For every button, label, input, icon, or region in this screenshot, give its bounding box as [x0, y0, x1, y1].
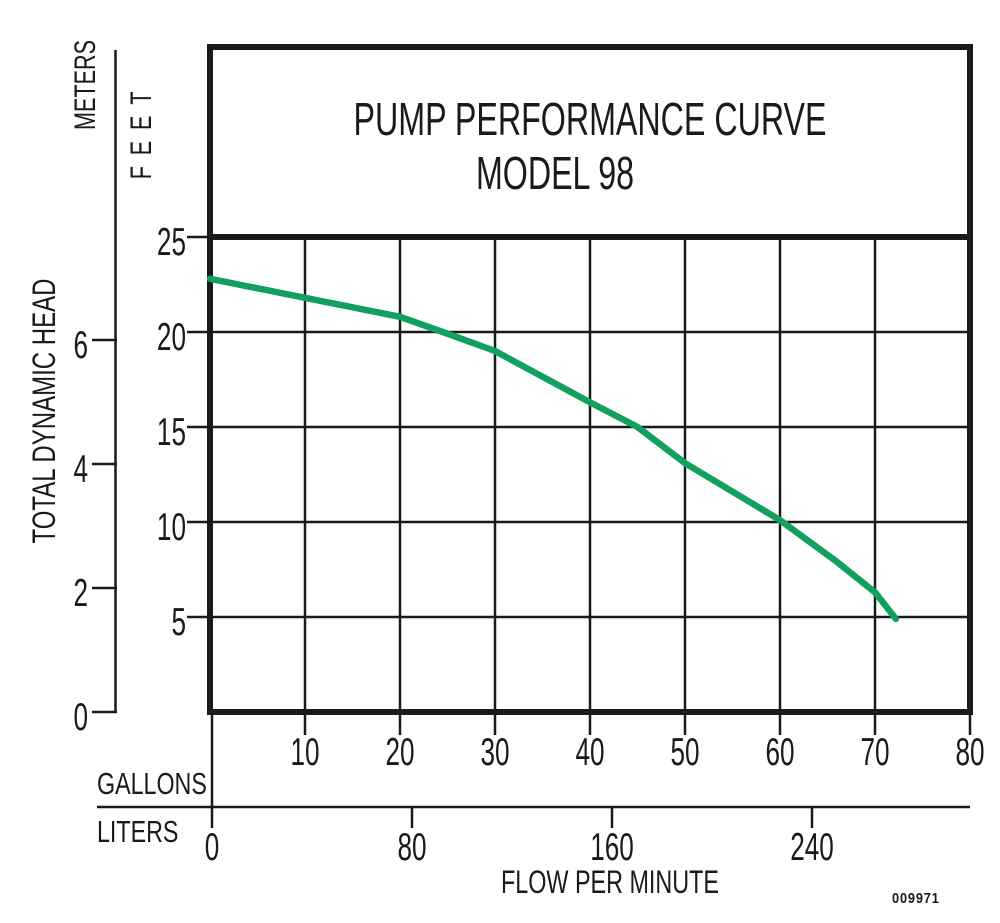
performance-curve	[206, 275, 900, 623]
meters-tick-label: 4	[73, 448, 88, 491]
liters-tick-label: 160	[590, 826, 634, 869]
gallons-tick-label: 50	[670, 731, 700, 774]
feet-tick-label: 15	[156, 411, 186, 454]
meters-axis-title: METERS	[69, 40, 102, 131]
x-axis-title: FLOW PER MINUTE	[500, 864, 720, 900]
gallons-tick-label: 60	[765, 731, 795, 774]
meters-tick-label: 0	[73, 696, 88, 739]
liters-tick-label: 80	[397, 826, 427, 869]
liters-axis-title: LITERS	[97, 814, 179, 849]
feet-tick-label: 25	[156, 221, 186, 264]
gallons-axis-title: GALLONS	[97, 766, 207, 801]
gallons-tick-label: 30	[480, 731, 510, 774]
liters-tick-label: 240	[790, 826, 834, 869]
gallons-tick-label: 20	[385, 731, 415, 774]
gallons-tick-label: 70	[860, 731, 890, 774]
liters-tick-label: 0	[204, 826, 220, 869]
gallons-tick-label: 80	[955, 731, 985, 774]
gallons-tick-label: 40	[575, 731, 605, 774]
feet-tick-label: 10	[156, 506, 186, 549]
meters-tick-label: 6	[73, 324, 88, 367]
meters-tick-label: 2	[73, 572, 88, 615]
chart-subtitle: MODEL 98	[475, 147, 635, 199]
document-number: 009971	[892, 890, 940, 907]
feet-tick-label: 20	[156, 316, 186, 359]
y-axis-title: TOTAL DYNAMIC HEAD	[26, 278, 62, 544]
gallons-tick-label: 10	[290, 731, 320, 774]
feet-tick-label: 5	[171, 601, 186, 644]
chart-title: PUMP PERFORMANCE CURVE	[353, 93, 827, 145]
feet-axis-title: FEET	[125, 80, 158, 180]
